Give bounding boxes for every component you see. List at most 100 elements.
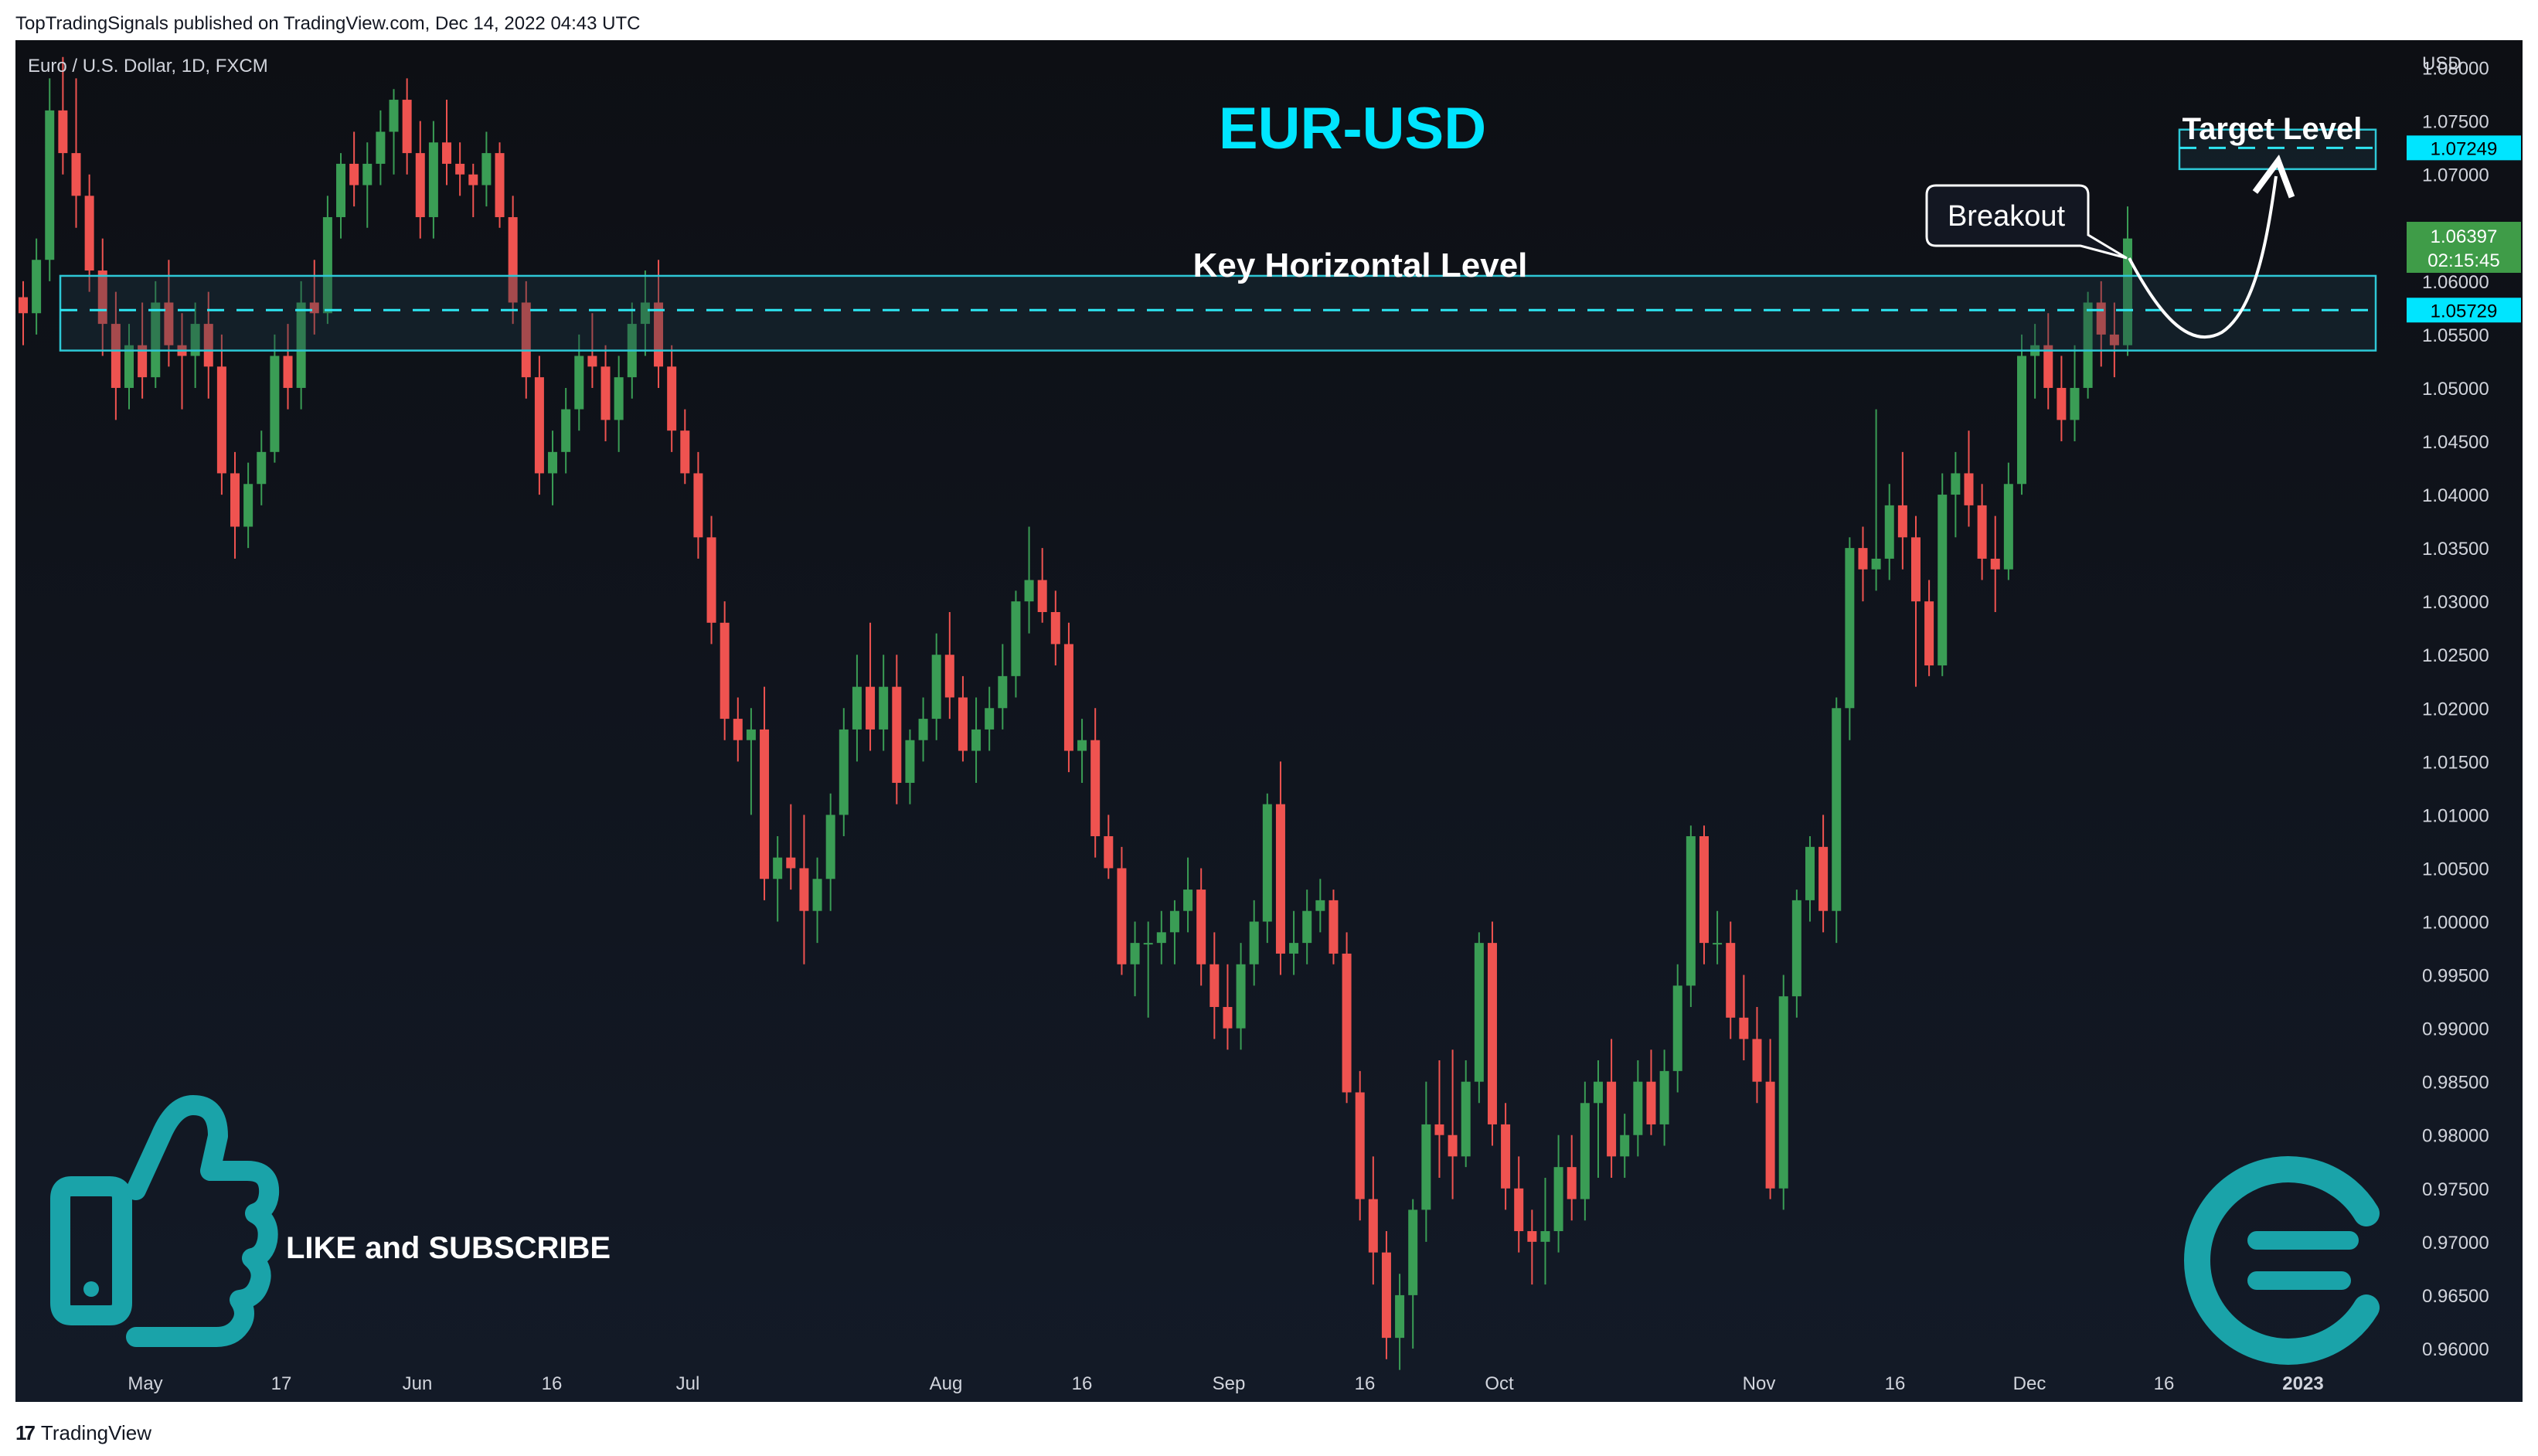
candle-body [1699,836,1709,944]
x-tick-label: Dec [2013,1373,2046,1394]
candle-body [1938,495,1948,666]
candle-body [71,153,81,196]
candle-body [958,697,968,751]
candle-body [2123,238,2132,345]
candle-body [1752,1039,1762,1082]
projection-curve [2128,176,2276,339]
footer-brand: 17 TradingView [15,1417,151,1448]
candle-body [1236,964,1246,1029]
candle-body [2016,355,2026,485]
candle-body [640,302,650,325]
candle-body [1527,1231,1537,1242]
candle-body [1739,1017,1749,1039]
x-tick-label: 17 [271,1373,292,1394]
candle-body [1381,1252,1391,1339]
candle-body [376,131,386,164]
candle-body [1196,890,1206,964]
candle-body [2057,387,2067,420]
candle-body [1156,932,1166,944]
candle-body [362,163,373,185]
candle-body [944,655,954,698]
y-tick-label: 0.99500 [2422,966,2489,987]
price-axis: 1.080001.075001.070001.065001.060001.055… [2422,59,2489,1360]
candle-body [296,302,306,388]
candle-body [336,163,346,217]
candle-body [1050,611,1060,645]
candle-body [1077,740,1087,751]
candle-body [1672,985,1682,1071]
x-tick-label: Sep [1213,1373,1246,1394]
candle-body [84,196,94,271]
y-tick-label: 1.08000 [2422,59,2489,80]
candle-body [1275,804,1285,954]
candle-body [1342,953,1352,1093]
y-tick-label: 1.03000 [2422,592,2489,613]
candle-body [2003,484,2013,570]
candle-body [746,729,756,740]
candle-body [1169,910,1179,933]
candle-body [786,857,796,869]
candle-body [2070,387,2080,420]
y-tick-label: 0.98000 [2422,1126,2489,1147]
candle-body [680,430,690,474]
candle-body [1791,900,1801,997]
candle-body [1858,548,1868,570]
y-tick-label: 1.00000 [2422,913,2489,934]
candle-body [402,100,412,154]
symbol-line: Euro / U.S. Dollar, 1D, FXCM [28,56,268,77]
candle-body [600,366,611,420]
candle-body [587,355,597,367]
candle-body [322,216,332,314]
candle-body [720,622,730,719]
candle-body [1514,1188,1524,1232]
candle-body [1845,548,1855,709]
candle-body [138,345,148,378]
candle-body [1633,1081,1643,1135]
candle-body [866,686,876,730]
candle-body [1090,740,1101,837]
candle-body [230,473,240,527]
candle-body [561,409,571,452]
x-tick-label: Nov [1743,1373,1776,1394]
candle-body [1990,558,2000,570]
candle-body [1553,1167,1563,1232]
x-tick-label: Aug [930,1373,963,1394]
candle-body [1686,836,1696,986]
key-level-zone [59,274,2377,352]
y-tick-label: 1.00500 [2422,859,2489,879]
candle-body [203,324,213,367]
candle-body [1104,836,1114,869]
y-tick-label: 0.97500 [2422,1179,2489,1200]
candle-body [124,345,134,388]
chart-background [15,40,2523,1402]
thumbs-up-icon [50,1095,280,1347]
target-level-label: Target Level [2182,112,2363,146]
candle-body [164,302,174,345]
candle-body [442,142,452,164]
candle-body [455,163,465,175]
candle-body [1620,1135,1630,1157]
candle-body [216,366,226,474]
candle-body [257,451,267,485]
candle-body [1713,943,1723,945]
candle-body [693,473,703,538]
key-level-label: Key Horizontal Level [1193,247,1528,284]
candle-body [905,740,915,783]
candle-body [1567,1167,1577,1199]
candle-body [2083,302,2093,388]
candle-body [1143,943,1153,945]
candle-body [389,100,399,132]
x-tick-label: 16 [542,1373,563,1394]
y-tick-label: 0.97000 [2422,1233,2489,1254]
candle-body [1130,943,1140,964]
candle-body [283,355,293,388]
promo-text: LIKE and SUBSCRIBE [286,1231,611,1265]
candle-body [1540,1231,1550,1242]
candle-body [667,366,677,431]
y-tick-label: 1.07000 [2422,165,2489,186]
candle-body [1607,1081,1617,1157]
key-price-badge: 1.05729 [2407,298,2521,323]
breakout-label: Breakout [1948,200,2066,233]
candle-body [495,153,505,217]
